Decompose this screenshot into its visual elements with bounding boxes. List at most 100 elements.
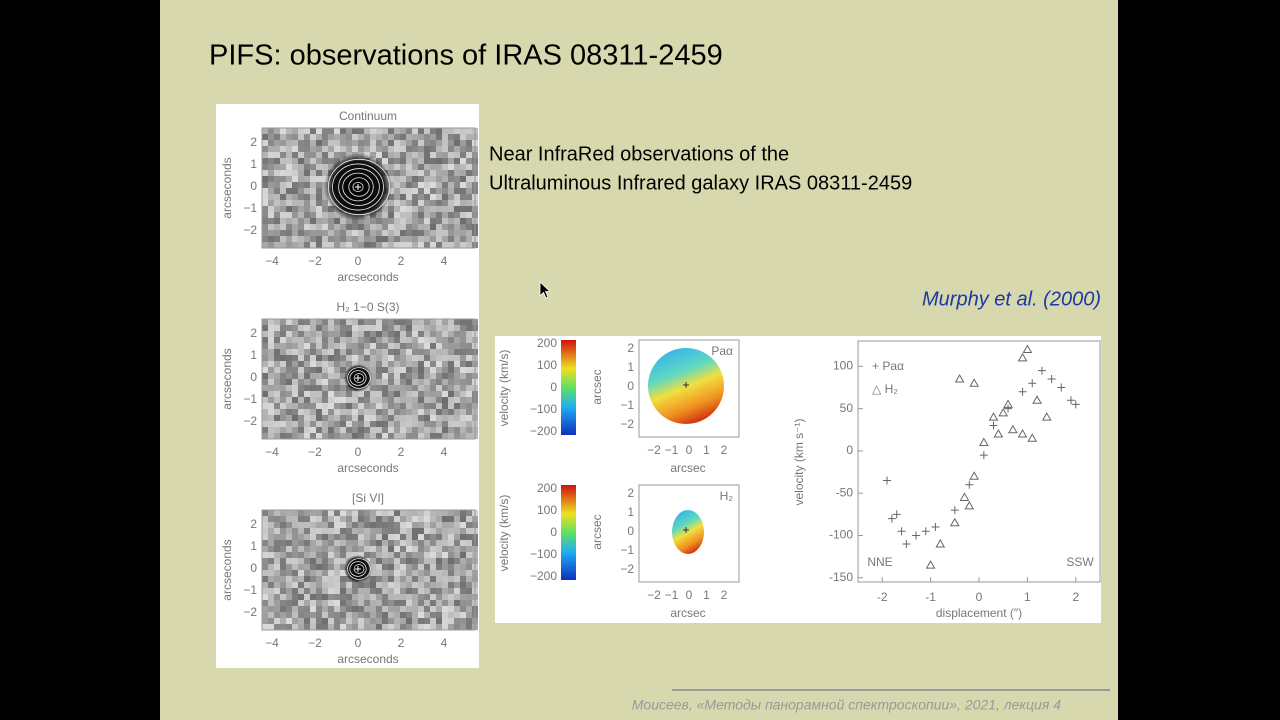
pixel [358, 242, 364, 248]
pixel [262, 409, 268, 415]
pixel [376, 212, 382, 218]
pixel [376, 421, 382, 427]
pixel [442, 355, 448, 361]
pixel [280, 331, 286, 337]
pixel [292, 355, 298, 361]
pixel [442, 367, 448, 373]
pixel [370, 236, 376, 242]
pixel [274, 200, 280, 206]
pixel [292, 594, 298, 600]
map-label: H₂ [720, 489, 734, 503]
pixel [460, 242, 466, 248]
pixel [262, 319, 268, 325]
pixel [334, 128, 340, 134]
panel-title: H₂ 1−0 S(3) [336, 300, 399, 314]
pixel [442, 552, 448, 558]
pixel [370, 594, 376, 600]
pixel [448, 522, 454, 528]
pixel [388, 409, 394, 415]
paa-point [1004, 404, 1013, 413]
pixel [334, 540, 340, 546]
pixel [316, 230, 322, 236]
pixel [454, 582, 460, 588]
pixel [430, 397, 436, 403]
pixel [292, 391, 298, 397]
pixel [418, 558, 424, 564]
pixel [316, 152, 322, 158]
pixel [424, 373, 430, 379]
pixel [436, 206, 442, 212]
pixel [388, 242, 394, 248]
pixel [412, 176, 418, 182]
pixel [268, 624, 274, 630]
pixel [460, 194, 466, 200]
pixel [466, 134, 472, 140]
pixel [274, 600, 280, 606]
pixel [382, 516, 388, 522]
pixel [388, 128, 394, 134]
pixel [322, 427, 328, 433]
pixel [358, 128, 364, 134]
pixel [292, 540, 298, 546]
pixel [454, 618, 460, 624]
pixel [274, 367, 280, 373]
pixel [262, 582, 268, 588]
pixel [448, 588, 454, 594]
pixel [292, 606, 298, 612]
pixel [334, 367, 340, 373]
pixel [274, 176, 280, 182]
pixel [280, 433, 286, 439]
pixel [274, 379, 280, 385]
pixel [370, 355, 376, 361]
pixel [268, 415, 274, 421]
pixel [382, 391, 388, 397]
pixel [280, 319, 286, 325]
x-tick-label: 2 [721, 588, 728, 602]
image-frame [261, 127, 476, 249]
pixel [370, 391, 376, 397]
pixel [442, 361, 448, 367]
pixel [436, 618, 442, 624]
pixel [262, 588, 268, 594]
pixel [442, 319, 448, 325]
pixel [460, 606, 466, 612]
pixel [412, 427, 418, 433]
pixel [370, 218, 376, 224]
pixel [358, 230, 364, 236]
pixel [388, 528, 394, 534]
h2-point [935, 538, 946, 548]
pixel [364, 546, 370, 552]
pixel [262, 331, 268, 337]
pixel [430, 433, 436, 439]
pixel [406, 522, 412, 528]
pixel [274, 564, 280, 570]
pixel [334, 134, 340, 140]
pixel [286, 582, 292, 588]
pixel [418, 397, 424, 403]
pixel [454, 325, 460, 331]
pixel [316, 200, 322, 206]
pixel [466, 343, 472, 349]
pixel [400, 409, 406, 415]
pixel [436, 397, 442, 403]
pixel [352, 325, 358, 331]
pixel [310, 230, 316, 236]
pixel [466, 409, 472, 415]
pixel [322, 373, 328, 379]
pixel [460, 570, 466, 576]
pixel [328, 242, 334, 248]
pixel [376, 516, 382, 522]
pixel [316, 415, 322, 421]
pixel [298, 606, 304, 612]
pixel [388, 421, 394, 427]
pixel [376, 391, 382, 397]
pixel [406, 164, 412, 170]
pixel [460, 200, 466, 206]
pixel [388, 606, 394, 612]
pixel [262, 128, 268, 134]
pixel [316, 612, 322, 618]
pixel [454, 355, 460, 361]
pixel [406, 528, 412, 534]
pixel [268, 582, 274, 588]
pixel [454, 140, 460, 146]
